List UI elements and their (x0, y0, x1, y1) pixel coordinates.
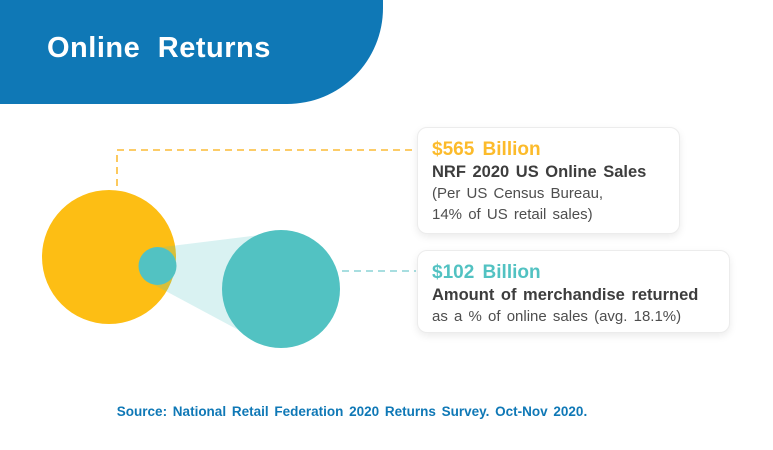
connector-online-sales-line (116, 149, 416, 186)
returns-value: $102 Billion (432, 262, 541, 283)
header-banner: Online Returns (0, 0, 383, 104)
online-sales-heading: NRF 2020 US Online Sales (432, 163, 647, 181)
returns-bubble-small (138, 247, 177, 285)
online-sales-detail-line1: (Per US Census Bureau, (432, 185, 604, 202)
callout-online-sales: $565 Billion NRF 2020 US Online Sales (P… (417, 127, 680, 234)
online-sales-value: $565 Billion (432, 139, 541, 160)
returns-heading: Amount of merchandise returned (432, 286, 699, 304)
online-sales-bubble (42, 190, 176, 324)
returns-detail-line1: as a % of online sales (avg. 18.1%) (432, 308, 682, 325)
returns-bubble-large (222, 230, 340, 348)
callout-returns: $102 Billion Amount of merchandise retur… (417, 250, 730, 333)
online-sales-detail-line2: 14% of US retail sales) (432, 206, 593, 223)
page-title: Online Returns (47, 32, 271, 64)
source-note: Source: National Retail Federation 2020 … (116, 404, 588, 419)
